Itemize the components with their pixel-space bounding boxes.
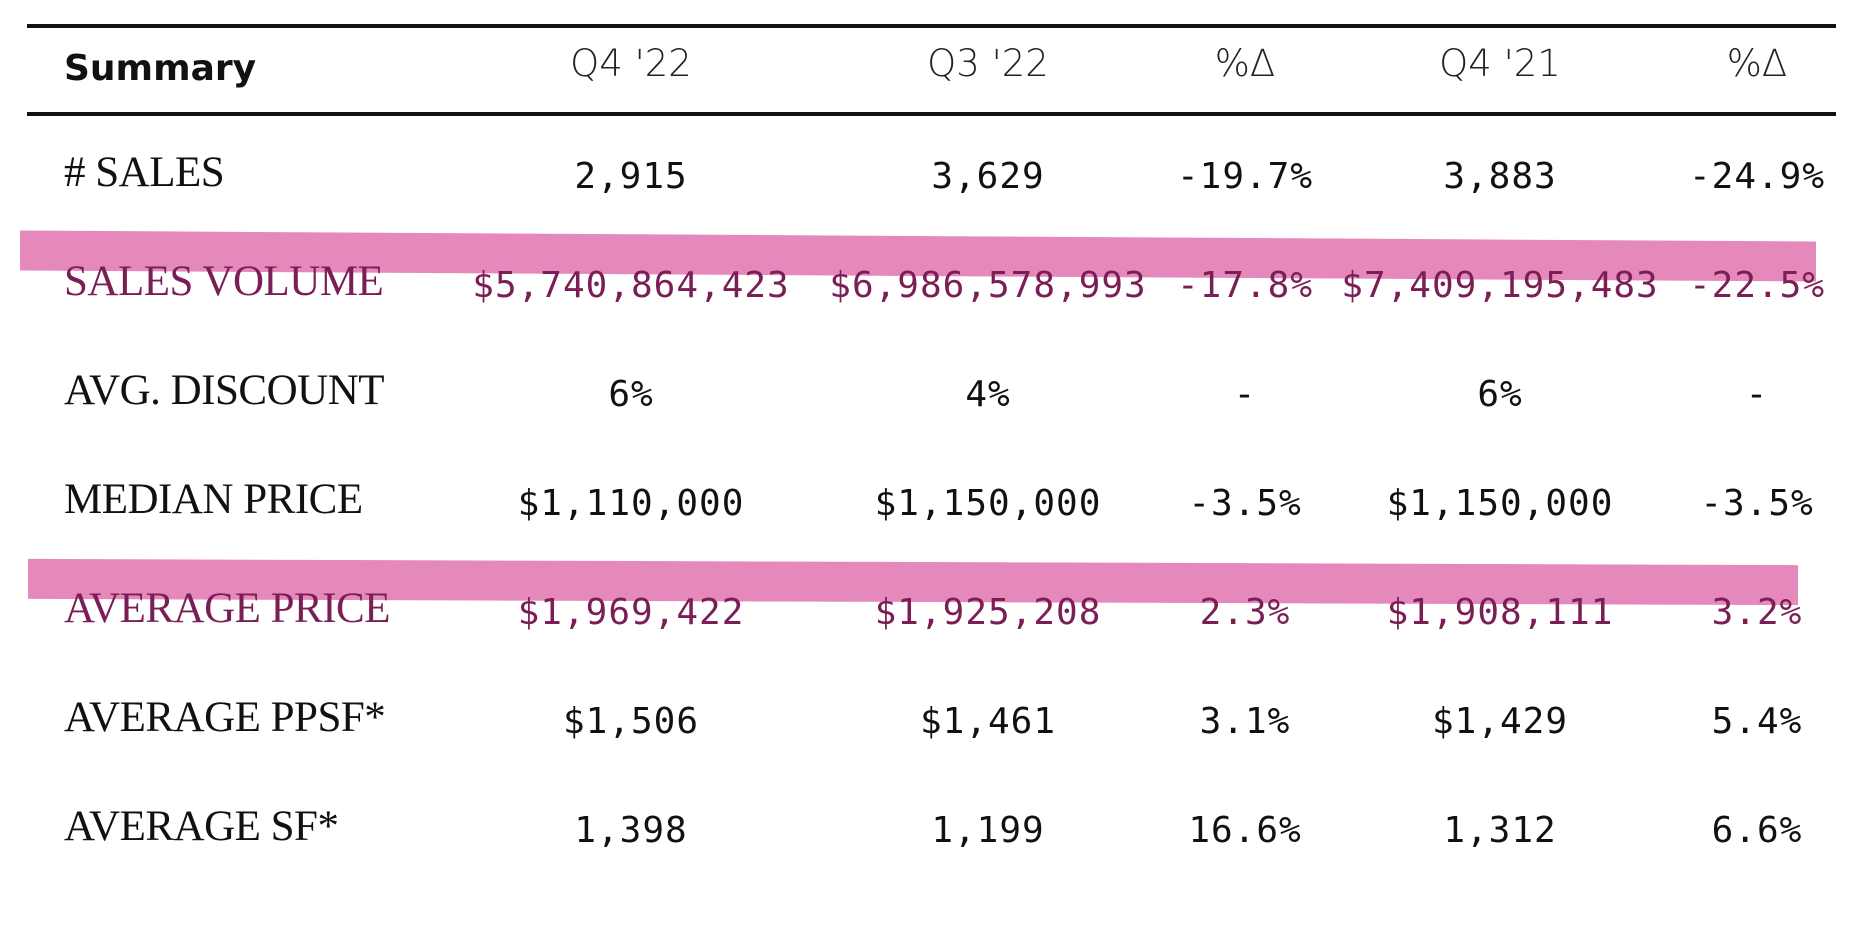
cell-q3-22: 1,199	[931, 810, 1045, 851]
cell-pct-change-qoq: -19.7%	[1176, 156, 1314, 197]
cell-pct-change-qoq: -17.8%	[1176, 265, 1314, 306]
cell-q4-21: $7,409,195,483	[1341, 265, 1659, 306]
table-row-sales-volume: SALES VOLUME $5,740,864,423 $6,986,578,9…	[27, 253, 1836, 323]
cell-q4-22: $5,740,864,423	[472, 265, 790, 306]
cell-q4-22: $1,506	[562, 701, 700, 742]
cell-pct-change-yoy: -3.5%	[1700, 483, 1814, 524]
cell-q4-22: $1,969,422	[517, 592, 745, 633]
cell-q3-22: $1,150,000	[874, 483, 1102, 524]
cell-q3-22: $1,461	[919, 701, 1057, 742]
header-col-q3-22: Q3 '22	[927, 42, 1049, 85]
cell-q3-22: $1,925,208	[874, 592, 1102, 633]
table-header-row: Summary Q4 '22 Q3 '22 %Δ Q4 '21 %Δ	[27, 28, 1836, 112]
cell-pct-change-yoy: 3.2%	[1711, 592, 1803, 633]
cell-pct-change-yoy: 6.6%	[1711, 810, 1803, 851]
cell-q4-21: $1,908,111	[1386, 592, 1614, 633]
row-label: AVERAGE SF*	[64, 803, 339, 850]
cell-pct-change-qoq: 16.6%	[1188, 810, 1302, 851]
cell-q3-22: 4%	[965, 374, 1011, 415]
table-row-average-ppsf: AVERAGE PPSF* $1,506 $1,461 3.1% $1,429 …	[27, 689, 1836, 759]
table-row-avg-discount: AVG. DISCOUNT 6% 4% - 6% -	[27, 362, 1836, 432]
row-label: AVG. DISCOUNT	[64, 367, 385, 414]
cell-pct-change-qoq: 3.1%	[1199, 701, 1291, 742]
cell-pct-change-yoy: -22.5%	[1688, 265, 1826, 306]
cell-q4-21: 1,312	[1443, 810, 1557, 851]
table-row-average-price: AVERAGE PRICE $1,969,422 $1,925,208 2.3%…	[27, 580, 1836, 650]
cell-q4-22: 2,915	[574, 156, 688, 197]
cell-q4-22: $1,110,000	[517, 483, 745, 524]
cell-q3-22: 3,629	[931, 156, 1045, 197]
header-col-q4-22: Q4 '22	[570, 42, 692, 85]
header-col-q4-21: Q4 '21	[1439, 42, 1561, 85]
row-label: SALES VOLUME	[64, 258, 384, 305]
table-header-rule	[27, 112, 1836, 116]
header-col-pct-change-1: %Δ	[1214, 42, 1276, 85]
row-label: AVERAGE PPSF*	[64, 694, 386, 741]
table-row-median-price: MEDIAN PRICE $1,110,000 $1,150,000 -3.5%…	[27, 471, 1836, 541]
cell-pct-change-yoy: -	[1745, 374, 1769, 415]
table-top-rule	[27, 24, 1836, 28]
cell-q3-22: $6,986,578,993	[829, 265, 1147, 306]
cell-pct-change-qoq: -	[1233, 374, 1257, 415]
cell-pct-change-yoy: 5.4%	[1711, 701, 1803, 742]
cell-q4-21: $1,150,000	[1386, 483, 1614, 524]
header-col-pct-change-2: %Δ	[1726, 42, 1788, 85]
header-summary-label: Summary	[64, 48, 257, 89]
cell-q4-22: 6%	[608, 374, 654, 415]
cell-pct-change-qoq: 2.3%	[1199, 592, 1291, 633]
row-label: # SALES	[64, 149, 225, 196]
row-label: AVERAGE PRICE	[64, 585, 391, 632]
table-row-sales-count: # SALES 2,915 3,629 -19.7% 3,883 -24.9%	[27, 144, 1836, 214]
cell-q4-22: 1,398	[574, 810, 688, 851]
table-row-average-sf: AVERAGE SF* 1,398 1,199 16.6% 1,312 6.6%	[27, 798, 1836, 868]
cell-pct-change-yoy: -24.9%	[1688, 156, 1826, 197]
cell-q4-21: 3,883	[1443, 156, 1557, 197]
cell-q4-21: 6%	[1477, 374, 1523, 415]
cell-pct-change-qoq: -3.5%	[1188, 483, 1302, 524]
cell-q4-21: $1,429	[1431, 701, 1569, 742]
row-label: MEDIAN PRICE	[64, 476, 363, 523]
